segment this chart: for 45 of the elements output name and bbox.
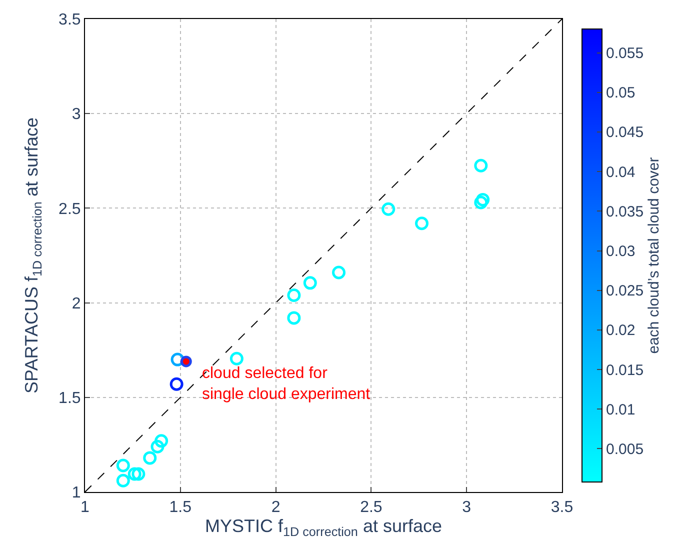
point bbox=[150, 440, 164, 454]
color-bar-label: 0.035 bbox=[606, 203, 644, 220]
x-tick-label: 1.5 bbox=[169, 499, 192, 516]
point bbox=[154, 434, 168, 448]
x-tick-label: 2 bbox=[271, 499, 280, 516]
x-tick-label: 3.5 bbox=[550, 499, 574, 516]
color-bar-title: each cloud’s total cloud cover bbox=[646, 157, 663, 354]
y-tick-label: 1.5 bbox=[58, 390, 81, 407]
point bbox=[180, 356, 192, 368]
color-bar-label: 0.04 bbox=[606, 164, 636, 181]
color-bar-label: 0.015 bbox=[606, 362, 644, 379]
color-bar-label: 0.045 bbox=[606, 124, 644, 142]
point bbox=[476, 192, 490, 206]
color-bar-label: 0.05 bbox=[606, 84, 636, 102]
color-bar-label: 0.03 bbox=[606, 243, 636, 260]
color-bar-label: 0.02 bbox=[606, 322, 636, 340]
point bbox=[132, 467, 146, 481]
point bbox=[382, 202, 396, 216]
point bbox=[170, 352, 184, 366]
color-bar-label: 0.005 bbox=[606, 440, 644, 458]
point bbox=[332, 266, 346, 280]
x-tick-label: 3 bbox=[462, 499, 472, 516]
point bbox=[143, 451, 157, 465]
y-tick-label: 3 bbox=[72, 106, 81, 124]
x-axis-title: MYSTIC f$_{1D correction}$ at surface bbox=[205, 516, 442, 539]
y-tick-label: 1 bbox=[72, 484, 81, 502]
point bbox=[116, 458, 130, 472]
color-bar-label: 0.025 bbox=[606, 282, 644, 300]
y-tick-label: 3.5 bbox=[58, 12, 81, 29]
point bbox=[287, 288, 301, 302]
point bbox=[230, 352, 244, 366]
x-tick-label: 2.5 bbox=[360, 499, 382, 516]
point bbox=[303, 276, 317, 290]
point bbox=[474, 196, 488, 210]
point bbox=[170, 377, 184, 391]
annotation: cloud selected for single cloud experiment bbox=[202, 365, 371, 403]
y-tick-label: 2.5 bbox=[58, 200, 81, 218]
y-tick-label: 2 bbox=[72, 295, 81, 312]
point bbox=[474, 158, 488, 172]
color-bar-label: 0.01 bbox=[606, 401, 636, 418]
point bbox=[287, 311, 301, 325]
point bbox=[116, 474, 130, 488]
color-bar-label: 0.055 bbox=[606, 45, 644, 62]
point bbox=[128, 467, 142, 481]
point bbox=[415, 216, 429, 230]
